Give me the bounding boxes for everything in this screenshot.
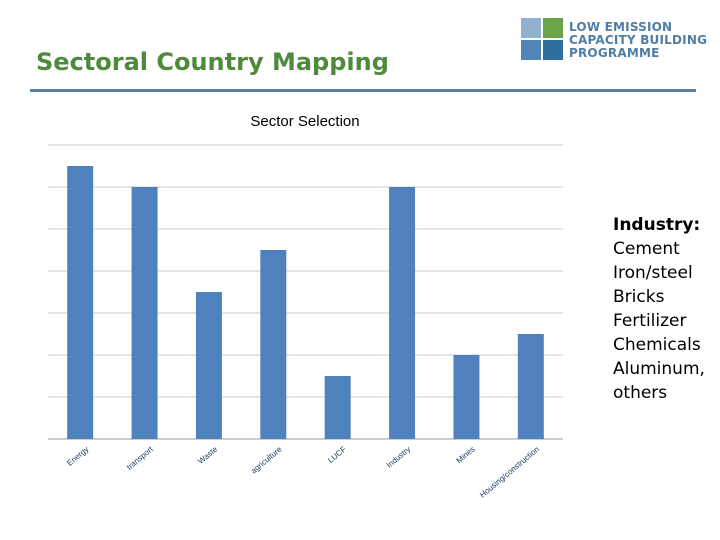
logo-line: PROGRAMME <box>569 46 660 60</box>
title-divider <box>30 89 696 92</box>
bars <box>67 166 544 439</box>
logo-line: LOW EMISSION <box>569 20 673 34</box>
logo-leaf-icon <box>543 18 563 38</box>
gridlines <box>48 144 563 440</box>
bar-energy <box>67 166 94 439</box>
category-label: transport <box>125 444 156 472</box>
logo-sun-icon <box>543 40 563 60</box>
category-label: Mines <box>455 445 477 466</box>
logo-line: CAPACITY BUILDING <box>569 33 708 47</box>
category-label: agriculture <box>249 444 284 475</box>
industry-item: Cement <box>613 239 680 259</box>
industry-item: Iron/steel <box>613 263 693 283</box>
bar-lucf <box>324 376 351 439</box>
category-label: Energy <box>65 445 90 468</box>
logo-wind-icon <box>521 18 541 38</box>
industry-note-heading: Industry: <box>613 215 701 235</box>
lecb-logo: LOW EMISSION CAPACITY BUILDING PROGRAMME <box>521 18 711 64</box>
industry-item: Bricks <box>613 287 665 307</box>
category-label: Industry <box>385 445 413 470</box>
category-label: Waste <box>196 444 219 466</box>
bar-industry <box>389 187 416 439</box>
category-label: LUCF <box>326 445 348 465</box>
industry-note: Industry: Cement Iron/steel Bricks Ferti… <box>613 213 717 405</box>
industry-item: Fertilizer <box>613 311 687 331</box>
x-axis-labels: Energy transport Waste agriculture LUCF Indus… <box>65 444 541 499</box>
bar-housing-construction <box>517 334 544 439</box>
logo-water-icon <box>521 40 541 60</box>
logo-wordmark: LOW EMISSION CAPACITY BUILDING PROGRAMME <box>569 21 711 60</box>
bar-transport <box>131 187 158 439</box>
category-label: Housing/construction <box>478 445 541 500</box>
bar-mines <box>453 355 480 439</box>
logo-mark-icon <box>521 18 565 62</box>
industry-item: Aluminum, others <box>613 359 705 403</box>
bar-agriculture <box>260 250 287 439</box>
bar-waste <box>195 292 222 439</box>
industry-item: Chemicals <box>613 335 701 355</box>
slide-title: Sectoral Country Mapping <box>36 48 389 76</box>
chart-title: Sector Selection <box>250 113 359 130</box>
